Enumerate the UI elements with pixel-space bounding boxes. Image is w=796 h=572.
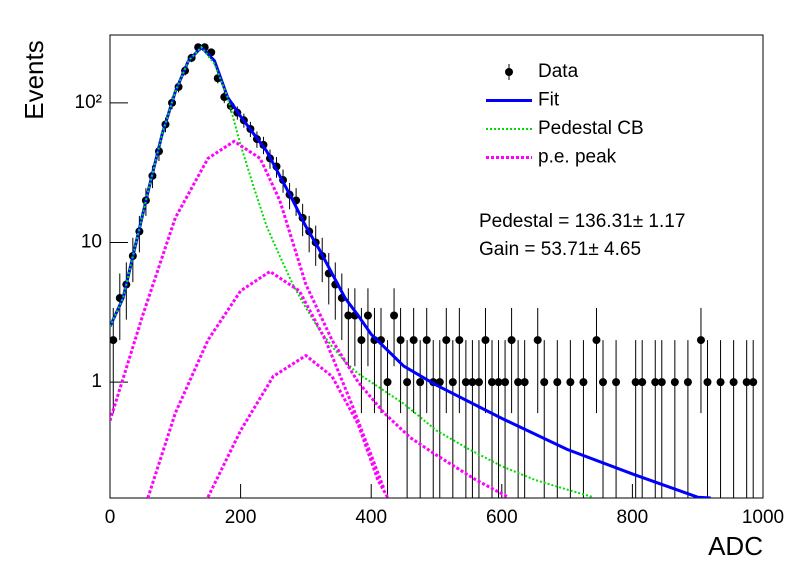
annotation: Pedestal = 136.31± 1.17 xyxy=(479,211,685,232)
data-point xyxy=(435,378,444,387)
plot-frame xyxy=(109,34,764,499)
data-point xyxy=(729,378,738,387)
curve xyxy=(206,353,389,498)
data-point xyxy=(416,378,425,387)
data-point xyxy=(742,378,751,387)
data-point xyxy=(403,378,412,387)
curve xyxy=(110,139,510,498)
data-point xyxy=(468,378,477,387)
y-tick-label: 10² xyxy=(75,92,102,113)
data-point xyxy=(390,311,399,320)
curve xyxy=(110,45,594,498)
annotation: Gain = 53.71± 4.65 xyxy=(479,239,641,260)
curve xyxy=(110,45,711,498)
x-tick-label: 800 xyxy=(617,507,649,528)
data-point xyxy=(442,336,451,345)
data-point xyxy=(448,378,457,387)
data-point xyxy=(520,378,529,387)
data-point xyxy=(481,336,490,345)
plot-area xyxy=(110,43,758,498)
data-point xyxy=(344,311,353,320)
x-tick-label: 600 xyxy=(486,507,518,528)
legend-label: Pedestal CB xyxy=(538,118,644,139)
data-point xyxy=(566,378,575,387)
data-point xyxy=(631,378,640,387)
x-tick-label: 200 xyxy=(225,507,257,528)
data-point xyxy=(461,378,470,387)
data-point xyxy=(592,336,601,345)
data-point xyxy=(363,311,372,320)
data-point xyxy=(657,378,666,387)
x-tick-label: 1000 xyxy=(742,507,784,528)
data-point xyxy=(507,336,516,345)
data-point xyxy=(357,336,366,345)
legend-label: p.e. peak xyxy=(538,147,617,168)
y-axis-label: Events xyxy=(19,40,49,120)
data-point xyxy=(110,336,118,345)
data-point xyxy=(553,378,562,387)
data-point xyxy=(599,378,608,387)
x-tick-label: 400 xyxy=(355,507,387,528)
data-point xyxy=(409,336,418,345)
x-tick-label: 0 xyxy=(105,507,116,528)
legend-symbol xyxy=(505,68,513,76)
data-point xyxy=(670,378,679,387)
data-point xyxy=(396,336,405,345)
data-point xyxy=(422,336,431,345)
data-point xyxy=(514,378,523,387)
data-point xyxy=(533,336,542,345)
y-tick-label: 1 xyxy=(91,371,102,392)
data-point xyxy=(540,378,549,387)
x-axis-label: ADC xyxy=(708,531,763,561)
data-point xyxy=(612,378,621,387)
data-point xyxy=(383,378,392,387)
legend-label: Data xyxy=(538,61,579,82)
data-point xyxy=(579,378,588,387)
data-point xyxy=(638,378,647,387)
data-point xyxy=(494,378,503,387)
data-point xyxy=(455,336,464,345)
y-tick-label: 10 xyxy=(81,231,102,252)
data-point xyxy=(683,378,692,387)
data-point xyxy=(749,378,758,387)
data-point xyxy=(488,378,497,387)
data-point xyxy=(474,378,483,387)
data-point xyxy=(716,378,725,387)
legend-label: Fit xyxy=(538,90,560,111)
data-point xyxy=(696,336,705,345)
data-point xyxy=(703,378,712,387)
data-point xyxy=(501,378,510,387)
data-point xyxy=(651,378,660,387)
